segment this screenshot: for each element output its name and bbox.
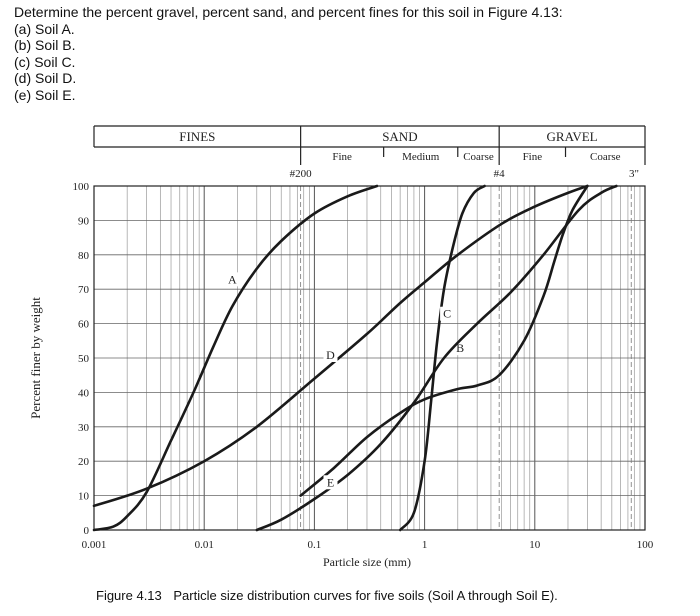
header-sand-coarse: Coarse [463, 151, 494, 163]
x-tick-label: 0.01 [195, 539, 214, 551]
question-part-e: (e) Soil E. [14, 86, 76, 103]
curve-label-b: B [456, 341, 464, 355]
question-part-a: (a) Soil A. [14, 20, 75, 37]
y-tick-label: 40 [78, 387, 90, 399]
question-prompt: Determine the percent gravel, percent sa… [14, 4, 563, 20]
header-gravel-coarse: Coarse [590, 151, 621, 163]
curve-label-bg [323, 475, 338, 490]
sieve-label: #4 [494, 168, 506, 180]
header-fines: FINES [179, 129, 215, 144]
curve-label-bg [225, 272, 240, 287]
question-part-c: (c) Soil C. [14, 53, 76, 70]
header-sand-medium: Medium [402, 151, 440, 163]
y-tick-label: 20 [78, 456, 90, 468]
x-tick-label: 0.001 [82, 539, 107, 551]
curve-label-bg [440, 306, 455, 321]
header-sand-fine: Fine [332, 151, 352, 163]
y-tick-label: 0 [84, 525, 90, 537]
y-tick-label: 100 [73, 181, 90, 193]
soil-curve-e [255, 184, 618, 532]
header-gravel-fine: Fine [523, 151, 543, 163]
curve-label-e: E [327, 475, 334, 489]
figure-caption-text: Particle size distribution curves for fi… [173, 588, 558, 603]
y-tick-label: 70 [78, 284, 90, 296]
y-tick-label: 60 [78, 319, 90, 331]
x-tick-label: 10 [529, 539, 541, 551]
x-tick-label: 1 [422, 539, 428, 551]
soil-curve-d [92, 184, 589, 508]
y-tick-label: 50 [78, 353, 90, 365]
header-sand: SAND [382, 129, 417, 144]
y-tick-label: 30 [78, 422, 90, 434]
question-part-b: (b) Soil B. [14, 37, 76, 53]
y-axis-label: Percent finer by weight [28, 297, 43, 419]
y-tick-label: 10 [78, 491, 90, 503]
curve-label-bg [323, 348, 338, 362]
sieve-label: #200 [290, 168, 313, 180]
soil-curve-a [92, 184, 379, 532]
curve-label-d: D [326, 348, 335, 362]
curve-label-a: A [228, 272, 237, 286]
question-text: Determine the percent gravel, percent sa… [14, 4, 563, 103]
soil-curve-b [299, 184, 589, 497]
figure-number: Figure 4.13 [96, 588, 162, 603]
question-part-d: (d) Soil D. [14, 70, 77, 86]
x-axis-label: Particle size (mm) [323, 555, 411, 569]
sieve-label: 3" [629, 168, 639, 180]
curve-label-c: C [443, 307, 451, 321]
y-tick-label: 80 [78, 250, 90, 262]
header-gravel: GRAVEL [547, 129, 598, 144]
figure-caption: Figure 4.13 Particle size distribution c… [96, 588, 558, 603]
plot-frame [93, 185, 646, 531]
x-tick-label: 0.1 [308, 539, 322, 551]
y-tick-label: 90 [78, 215, 90, 227]
x-tick-label: 100 [637, 539, 654, 551]
